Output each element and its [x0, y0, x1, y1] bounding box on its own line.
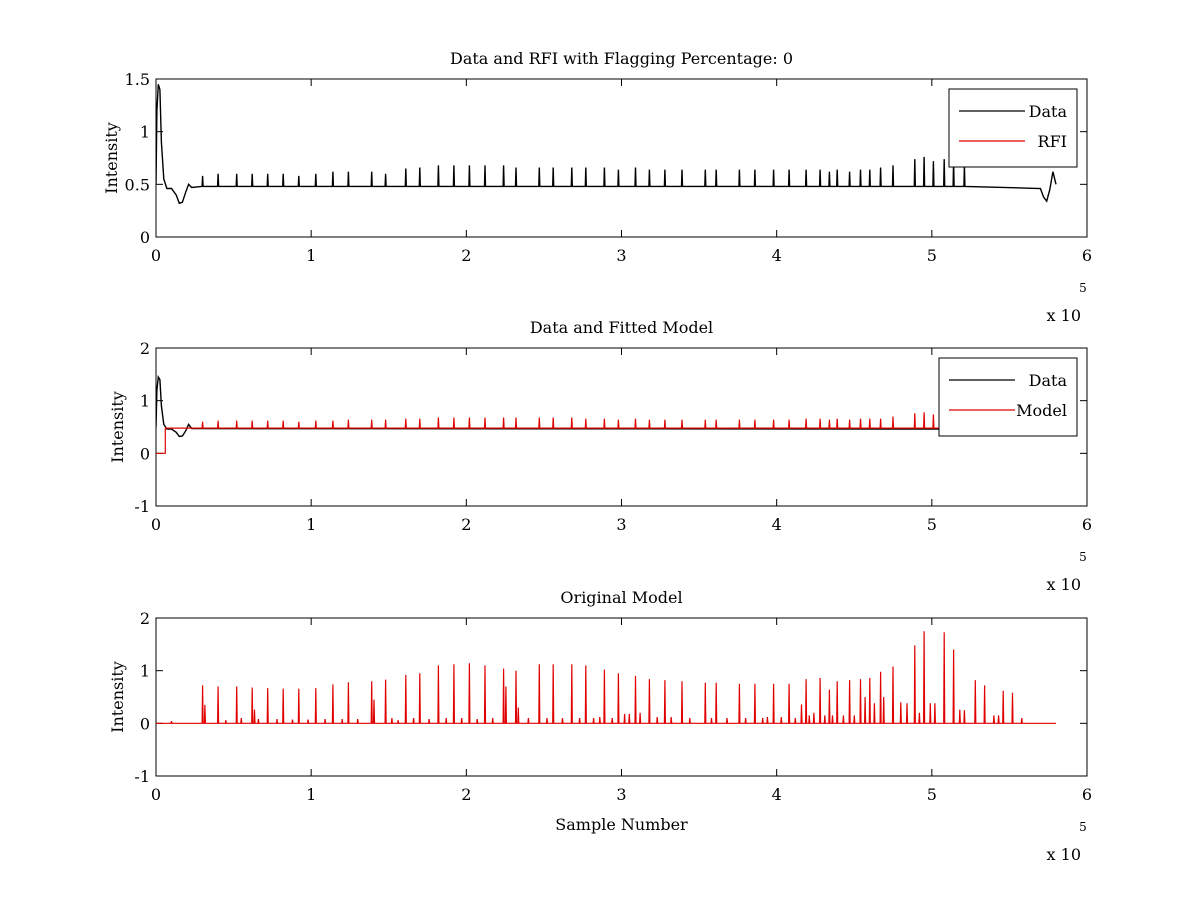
y-tick-label: 2	[140, 339, 150, 358]
y-tick-label: 1	[140, 662, 150, 681]
x-exponent-base: x 10	[1047, 845, 1081, 864]
panel-1: Data and RFI with Flagging Percentage: 0…	[102, 49, 1092, 325]
x-tick-label: 3	[616, 246, 626, 265]
x-axis-label: Sample Number	[555, 815, 688, 834]
legend-label-data: Data	[1029, 371, 1068, 390]
y-tick-label: 1	[140, 123, 150, 142]
x-tick-label: 4	[772, 246, 782, 265]
x-tick-label: 1	[306, 515, 316, 534]
y-tick-label: 0	[140, 228, 150, 247]
y-tick-label: 0	[140, 714, 150, 733]
x-tick-label: 3	[616, 515, 626, 534]
series-group	[156, 84, 1057, 205]
plot-area-frame	[155, 617, 1088, 777]
legend-label-model: Model	[1016, 401, 1067, 420]
y-axis-label: Intensity	[108, 391, 127, 463]
x-tick-label: 6	[1082, 246, 1092, 265]
legend: Data Model	[938, 357, 1078, 437]
x-tick-label: 5	[927, 515, 937, 534]
x-tick-label: 0	[151, 515, 161, 534]
x-exponent-base: x 10	[1047, 575, 1081, 594]
legend: Data RFI	[948, 88, 1078, 168]
x-tick-label: 6	[1082, 785, 1092, 804]
x-exponent-base: x 10	[1047, 306, 1081, 325]
x-tick-label: 0	[151, 785, 161, 804]
y-tick-label: 2	[140, 609, 150, 628]
series-line-model	[156, 631, 1056, 724]
series-line-model	[156, 412, 1056, 454]
y-tick-label: -1	[134, 767, 150, 786]
y-axis-label: Intensity	[102, 122, 121, 194]
legend-box	[948, 88, 1078, 168]
y-axis-label: Intensity	[108, 661, 127, 733]
legend-label-data: Data	[1029, 102, 1068, 121]
y-tick-label: 1.5	[125, 70, 150, 89]
legend-box	[938, 357, 1078, 437]
chart-title: Data and Fitted Model	[530, 318, 713, 337]
series-group	[156, 631, 1056, 724]
x-exponent-power: 5	[1079, 550, 1087, 564]
x-tick-label: 6	[1082, 515, 1092, 534]
x-exponent-power: 5	[1079, 820, 1087, 834]
x-exponent-power: 5	[1079, 281, 1087, 295]
chart-title: Data and RFI with Flagging Percentage: 0	[450, 49, 793, 68]
x-tick-label: 2	[461, 246, 471, 265]
y-tick-label: 0.5	[125, 175, 150, 194]
series-group	[156, 374, 1057, 454]
chart-title: Original Model	[560, 588, 682, 607]
x-tick-label: 1	[306, 785, 316, 804]
x-tick-label: 5	[927, 785, 937, 804]
y-tick-label: 0	[140, 444, 150, 463]
x-tick-label: 0	[151, 246, 161, 265]
series-line-data	[156, 84, 1057, 205]
x-tick-label: 1	[306, 246, 316, 265]
x-tick-label: 2	[461, 785, 471, 804]
x-tick-label: 4	[772, 515, 782, 534]
plot-area-frame	[155, 78, 1088, 238]
x-tick-label: 4	[772, 785, 782, 804]
y-tick-label: 1	[140, 392, 150, 411]
x-tick-label: 5	[927, 246, 937, 265]
legend-label-rfi: RFI	[1038, 132, 1067, 151]
x-tick-label: 3	[616, 785, 626, 804]
x-tick-label: 2	[461, 515, 471, 534]
y-tick-label: -1	[134, 497, 150, 516]
